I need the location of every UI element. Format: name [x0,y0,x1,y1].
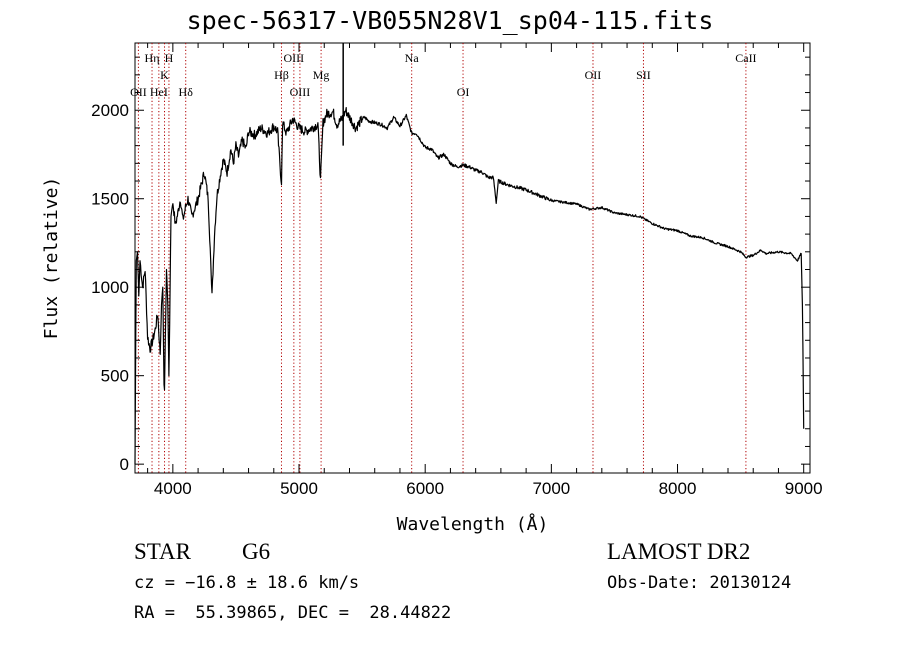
line-marker-label: OII [585,68,602,82]
ra-dec-coordinates: RA = 55.39865, DEC = 28.44822 [134,603,452,623]
x-tick-label: 4000 [154,479,192,498]
line-marker-label: CaII [735,51,756,65]
chart-title: spec-56317-VB055N28V1_sp04-115.fits [186,6,714,35]
line-marker-label: OIII [284,51,305,65]
plot-frame [134,42,811,474]
line-marker-label: K [160,68,169,82]
line-marker-label: HeI [150,85,168,99]
line-marker-label: OII [130,85,147,99]
survey-name: LAMOST DR2 [607,539,751,564]
y-tick-label: 2000 [91,101,129,120]
redshift-velocity: cz = −16.8 ± 18.6 km/s [134,573,360,593]
line-marker-label: SII [636,68,651,82]
x-tick-label: 6000 [406,479,444,498]
line-marker-label: Hδ [179,85,194,99]
line-marker-label: H [165,51,174,65]
line-marker-label: OIII [290,85,311,99]
y-tick-label: 1000 [91,278,129,297]
line-marker-label: Hβ [274,68,289,82]
y-tick-label: 0 [120,455,129,474]
y-tick-label: 500 [101,367,129,386]
line-marker-label: Na [405,51,420,65]
line-marker-label: Mg [313,68,330,82]
spectral-subclass: G6 [242,539,271,564]
line-marker-label: Hη [145,51,160,65]
x-tick-label: 9000 [785,479,823,498]
x-tick-label: 7000 [532,479,570,498]
y-axis-label: Flux (relative) [41,177,62,340]
line-marker-label: OI [457,85,470,99]
object-class: STAR [134,539,191,564]
spectrum-line [134,106,805,465]
x-tick-label: 8000 [659,479,697,498]
y-tick-label: 1500 [91,190,129,209]
observation-date: Obs-Date: 20130124 [607,573,792,593]
x-axis-label: Wavelength (Å) [397,513,549,535]
x-tick-label: 5000 [280,479,318,498]
